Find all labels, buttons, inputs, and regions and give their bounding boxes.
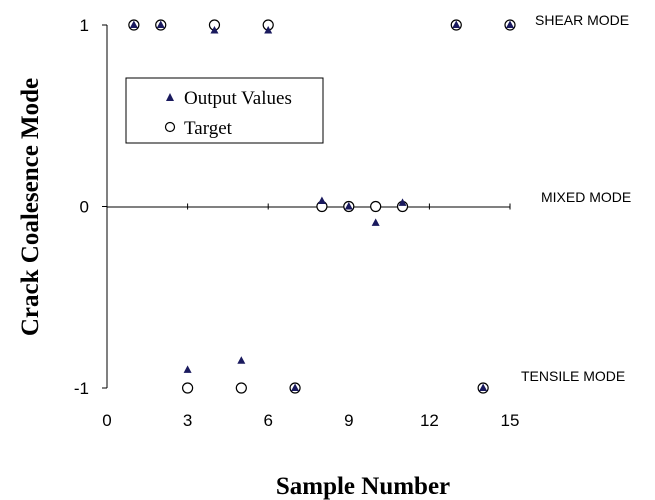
x-tick-label: 15 xyxy=(501,411,520,430)
legend-box xyxy=(125,77,324,144)
legend-output-label: Output Values xyxy=(184,88,292,109)
y-tick-label: 0 xyxy=(80,198,89,217)
output-value-point xyxy=(210,25,219,34)
mode-label-shear: SHEAR MODE xyxy=(535,12,629,28)
output-value-point xyxy=(129,20,138,28)
y-tick-label: -1 xyxy=(74,379,89,398)
legend-target-label: Target xyxy=(184,118,233,139)
x-tick-label: 6 xyxy=(263,411,272,430)
x-tick-label: 3 xyxy=(183,411,192,430)
target-point xyxy=(182,382,194,394)
y-axis-title: Crack Coalesence Mode xyxy=(17,78,44,336)
output-value-point xyxy=(291,383,300,391)
output-value-point xyxy=(398,198,407,206)
output-value-point xyxy=(371,218,380,226)
output-value-point xyxy=(317,196,326,205)
output-value-point xyxy=(156,20,165,28)
target-point xyxy=(370,200,382,213)
output-value-point xyxy=(183,365,192,373)
x-axis-title: Sample Number xyxy=(276,473,450,500)
output-value-point xyxy=(479,383,488,391)
x-tick-label: 9 xyxy=(344,411,353,430)
x-tick-label: 0 xyxy=(102,411,111,430)
output-value-point xyxy=(344,202,353,210)
y-tick-label: 1 xyxy=(80,16,89,35)
output-value-point xyxy=(264,25,273,34)
data-marks xyxy=(128,19,516,394)
target-point xyxy=(235,382,247,394)
legend-output-marker xyxy=(166,93,174,101)
legend: Output Values Target xyxy=(125,77,324,144)
mode-label-tensile: TENSILE MODE xyxy=(521,368,625,384)
x-tick-label: 12 xyxy=(420,411,439,430)
output-value-point xyxy=(506,20,514,28)
tick-labels: 0 3 6 9 12 15 1 0 -1 xyxy=(74,16,520,430)
output-value-point xyxy=(452,20,461,28)
legend-target-marker xyxy=(164,121,176,133)
mode-label-mixed: MIXED MODE xyxy=(541,189,631,205)
output-value-point xyxy=(237,356,246,364)
